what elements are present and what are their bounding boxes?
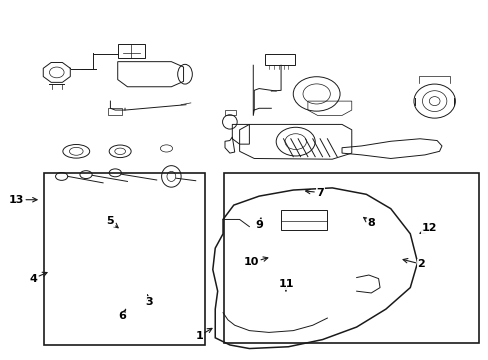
Bar <box>118 44 144 58</box>
Text: 5: 5 <box>106 216 118 228</box>
Text: 1: 1 <box>195 328 212 341</box>
Text: 9: 9 <box>255 218 263 230</box>
Bar <box>43 173 205 345</box>
Bar <box>224 110 235 116</box>
Bar <box>108 108 122 115</box>
Bar <box>281 211 327 230</box>
Text: 12: 12 <box>419 224 437 233</box>
Bar <box>265 54 294 65</box>
Text: 2: 2 <box>402 258 425 269</box>
Text: 6: 6 <box>119 309 126 321</box>
Text: 7: 7 <box>305 188 323 198</box>
Text: 8: 8 <box>363 217 374 228</box>
Text: 3: 3 <box>145 295 153 307</box>
Text: 13: 13 <box>9 195 37 205</box>
Text: 11: 11 <box>278 279 293 291</box>
Bar <box>224 173 478 343</box>
Text: 4: 4 <box>29 272 47 284</box>
Text: 10: 10 <box>243 257 267 267</box>
